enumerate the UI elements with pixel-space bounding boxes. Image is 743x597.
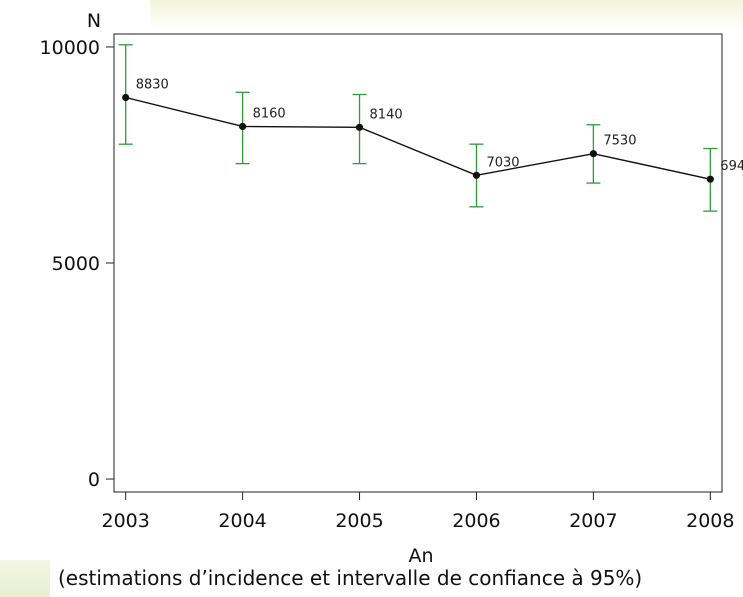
header-tint [150, 0, 743, 30]
y-tick-label: 10000 [40, 37, 100, 59]
data-label: 7030 [486, 155, 519, 170]
data-label: 6940 [720, 159, 743, 174]
x-tick-label: 2008 [686, 510, 734, 532]
x-tick-label: 2007 [569, 510, 617, 532]
data-point [472, 171, 481, 179]
series-line [125, 96, 711, 180]
chart-caption: (estimations d’incidence et intervalle d… [58, 566, 643, 590]
corner-decoration [0, 560, 50, 597]
x-tick-label: 2003 [102, 510, 150, 532]
x-tick-label: 2004 [218, 510, 266, 532]
x-tick-label: 2005 [335, 510, 383, 532]
data-point [589, 150, 597, 158]
data-label: 8160 [253, 106, 286, 121]
y-axis-label: N [87, 10, 101, 32]
data-point [122, 93, 130, 102]
x-axis-label: An [408, 545, 433, 567]
data-label: 7530 [603, 134, 636, 149]
data-label: 8140 [370, 107, 403, 122]
plot-frame [113, 33, 723, 493]
x-tick-label: 2006 [452, 510, 500, 532]
data-point [355, 123, 364, 131]
y-tick-label: 0 [88, 469, 100, 491]
data-label: 8830 [136, 78, 169, 93]
y-tick-label: 5000 [52, 253, 100, 275]
data-point [239, 122, 247, 131]
data-point [706, 175, 714, 183]
